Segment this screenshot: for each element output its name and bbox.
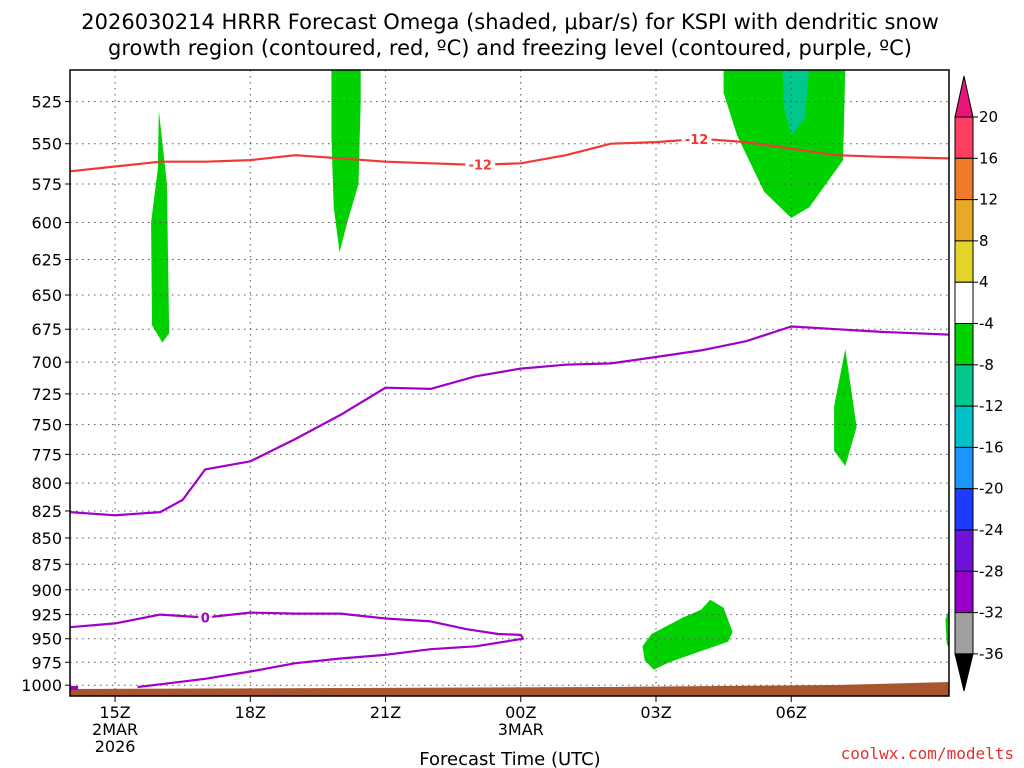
- omega-area-6: [642, 599, 733, 670]
- y-tick-label-875: 875: [31, 555, 62, 574]
- y-tick-label-950: 950: [31, 630, 62, 649]
- y-tick-label-675: 675: [31, 320, 62, 339]
- terrain: [70, 682, 949, 696]
- colorbar-swatch-3: [954, 199, 974, 242]
- y-tick-label-600: 600: [31, 214, 62, 233]
- contour-label-1-1: -12: [468, 159, 492, 174]
- terrain-area: [70, 682, 949, 696]
- freezing-level-edge-mark: [70, 686, 78, 690]
- colorbar-label-13: -32: [979, 604, 1004, 622]
- x-tick-label-21Z: 21Z: [370, 703, 401, 722]
- x-tick-label-00Z: 00Z: [505, 703, 536, 722]
- x-tick-label-2MAR: 2MAR: [92, 720, 138, 739]
- contour-lines: -12 -12 0: [70, 131, 949, 690]
- colorbar-label-10: -20: [979, 480, 1004, 498]
- colorbar-label-11: -24: [979, 521, 1004, 539]
- omega-shading: [151, 70, 949, 670]
- y-tick-label-775: 775: [31, 445, 62, 464]
- omega-area-4: [782, 70, 809, 136]
- contour-line-2: [70, 325, 949, 517]
- y-tick-label-725: 725: [31, 385, 62, 404]
- contour-label-bg-1-2: [681, 131, 712, 148]
- y-tick-label-900: 900: [31, 581, 62, 600]
- x-tick-label-15Z: 15Z: [99, 703, 130, 722]
- y-tick-label-575: 575: [31, 175, 62, 194]
- colorbar-swatch-12: [954, 570, 974, 614]
- omega-area-1: [151, 110, 170, 343]
- y-tick-label-1000: 1000: [21, 676, 62, 695]
- colorbar-swatch-11: [954, 529, 974, 572]
- colorbar-label-4: 8: [979, 232, 989, 250]
- colorbar-swatch-5: [954, 281, 974, 325]
- y-tick-label-975: 975: [31, 653, 62, 672]
- colorbar-swatch-2: [954, 157, 974, 201]
- y-tick-label-625: 625: [31, 251, 62, 270]
- x-tick-label-03Z: 03Z: [640, 703, 671, 722]
- y-tick-label-750: 750: [31, 416, 62, 435]
- y-axis: 525 550 575 600 625 650 675 700 725 750 775 800 825 8…: [21, 93, 70, 695]
- colorbar-swatch-4: [954, 240, 974, 283]
- colorbar: 20 16 12 8 4 -4 -8 -12 -16 -20 -24 -28 -32 -36: [954, 75, 1004, 692]
- y-tick-label-650: 650: [31, 286, 62, 305]
- x-tick-label-18Z: 18Z: [235, 703, 266, 722]
- y-tick-label-525: 525: [31, 93, 62, 112]
- chart-title-line-2: growth region (contoured, red, ºC) and f…: [108, 36, 912, 60]
- colorbar-label-7: -8: [979, 356, 994, 374]
- contour-label-3-1: 0: [201, 612, 210, 627]
- colorbar-bottom-arrow: [954, 653, 974, 692]
- y-tick-label-825: 825: [31, 502, 62, 521]
- y-tick-label-850: 850: [31, 529, 62, 548]
- colorbar-swatch-7: [954, 364, 974, 407]
- contour-line-1: [70, 137, 949, 173]
- colorbar-swatch-13: [954, 612, 974, 655]
- chart-title-line-1: 2026030214 HRRR Forecast Omega (shaded, …: [81, 10, 939, 34]
- colorbar-swatch-10: [954, 488, 974, 531]
- omega-area-7: [945, 609, 949, 649]
- colorbar-swatch-9: [954, 446, 974, 490]
- omega-area-2: [331, 70, 361, 253]
- colorbar-label-14: -36: [979, 645, 1004, 663]
- x-tick-label-06Z: 06Z: [776, 703, 807, 722]
- colorbar-label-5: 4: [979, 273, 989, 291]
- colorbar-swatch-1: [954, 116, 974, 159]
- contour-line-3: [70, 611, 525, 689]
- colorbar-label-12: -28: [979, 562, 1004, 580]
- x-tick-label-2026: 2026: [95, 737, 136, 756]
- colorbar-label-8: -12: [979, 397, 1004, 415]
- y-tick-label-925: 925: [31, 606, 62, 625]
- contour-label-bg-1-1: [465, 156, 496, 173]
- contour-label-1-2: -12: [685, 133, 709, 148]
- colorbar-label-2: 16: [979, 149, 998, 167]
- colorbar-label-1: 20: [979, 108, 998, 126]
- y-tick-label-550: 550: [31, 135, 62, 154]
- colorbar-swatch-6: [954, 323, 974, 366]
- credit-text: coolwx.com/modelts: [841, 744, 1014, 763]
- plot-frame: [69, 69, 950, 697]
- y-tick-label-700: 700: [31, 353, 62, 372]
- omega-area-5: [834, 349, 857, 466]
- colorbar-swatch-8: [954, 405, 974, 448]
- y-tick-label-800: 800: [31, 474, 62, 493]
- colorbar-label-6: -4: [979, 315, 994, 333]
- colorbar-label-3: 12: [979, 191, 998, 209]
- colorbar-label-9: -16: [979, 438, 1004, 456]
- contour-label-bg-3-1: [198, 609, 213, 626]
- x-axis-label: Forecast Time (UTC): [419, 749, 600, 768]
- x-tick-label-3MAR: 3MAR: [498, 720, 544, 739]
- gridlines: [70, 70, 949, 696]
